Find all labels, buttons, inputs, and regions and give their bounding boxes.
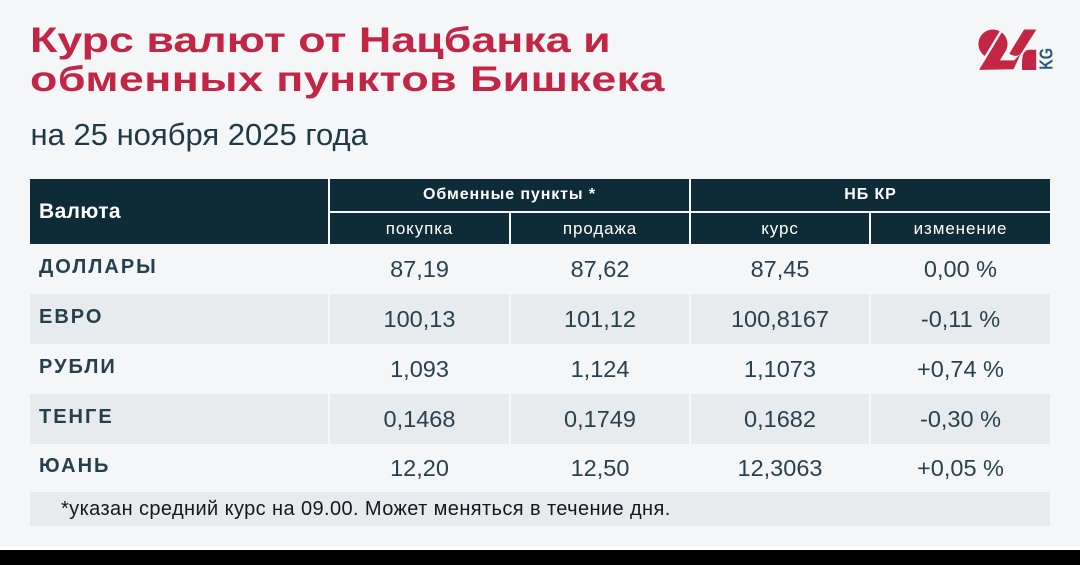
svg-text:KG: KG <box>1037 48 1054 70</box>
